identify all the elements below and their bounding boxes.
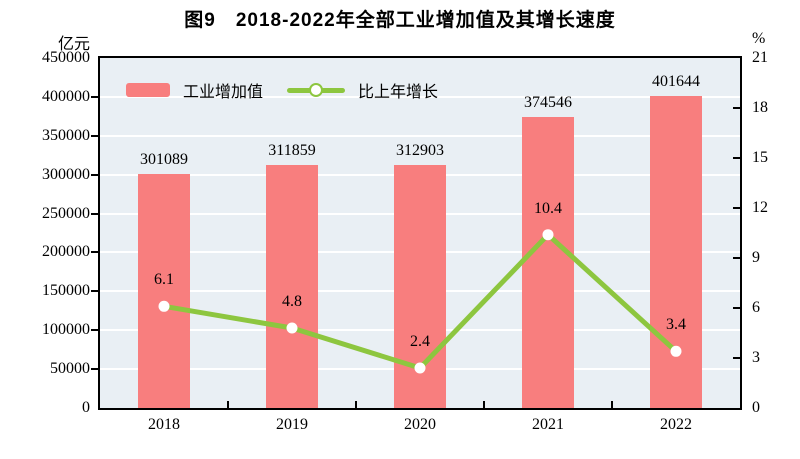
left-axis-unit: 亿元 [57,36,90,53]
left-axis-tick [91,368,98,371]
legend-line-marker-icon [287,83,346,97]
bar-2019 [266,165,318,408]
left-axis-tick [91,134,98,137]
bar-value-label-2018: 301089 [140,150,188,168]
left-axis-label: 250000 [42,204,90,222]
x-axis-tick [483,401,485,408]
right-axis-label: 12 [752,199,768,216]
x-axis-label-2020: 2020 [404,416,436,433]
left-axis-label: 150000 [42,282,90,300]
line-value-label-2019: 4.8 [282,293,302,310]
bar-2020 [394,164,446,408]
right-axis-tick [733,107,740,109]
x-axis-tick [227,401,229,408]
x-axis-label-2021: 2021 [532,416,564,433]
line-value-label-2022: 3.4 [666,316,686,334]
right-axis-label: 18 [752,99,768,116]
left-axis-label: 400000 [42,87,90,105]
x-axis-label-2022: 2022 [660,416,692,433]
line-value-label-2018: 6.1 [154,271,174,289]
left-axis-label: 350000 [42,126,90,144]
x-axis-label-2018: 2018 [148,416,180,433]
left-axis-label: 50000 [50,360,90,378]
bar-2018 [138,173,190,408]
left-axis-tick [91,173,98,176]
right-axis-label: 0 [752,399,760,416]
right-axis-tick [733,307,740,309]
right-axis-label: 3 [752,349,760,366]
bar-value-label-2021: 374546 [524,93,572,111]
left-axis-tick [91,95,98,98]
left-axis-tick [91,329,98,332]
line-value-label-2020: 2.4 [410,333,430,350]
left-axis-label: 450000 [42,49,90,66]
x-axis-tick [611,401,613,408]
right-axis-tick [733,207,740,209]
left-axis-label: 300000 [42,165,90,183]
legend: 工业增加值 比上年增长 [126,78,438,102]
legend-bar-label: 工业增加值 [183,84,264,101]
bar-2021 [522,116,574,408]
bar-value-label-2022: 401644 [652,72,700,90]
left-axis-tick [91,290,98,293]
right-axis-tick [733,257,740,259]
gridline [100,134,740,137]
left-axis-tick [91,251,98,254]
left-axis-tick [91,212,98,215]
right-axis-unit: % [752,30,766,47]
left-axis-label: 0 [82,399,90,416]
gridline [100,95,740,98]
bar-value-label-2020: 312903 [396,141,444,159]
bar-2022 [650,95,702,408]
right-axis-label: 15 [752,149,768,166]
legend-bar-swatch-icon [126,83,170,97]
right-axis-tick [733,357,740,359]
chart-title: 图9 2018-2022年全部工业增加值及其增长速度 [184,10,616,31]
right-axis-label: 21 [752,49,768,66]
x-axis-label-2019: 2019 [276,416,308,433]
bar-value-label-2019: 311859 [268,142,316,160]
plot-area: 工业增加值 比上年增长 301089 311859 312903 374546 4016… [98,56,742,410]
right-axis-label: 6 [752,299,760,316]
right-axis-tick [733,157,740,159]
line-value-label-2021: 10.4 [534,199,562,217]
legend-line-dot-icon [309,83,324,97]
right-axis-label: 9 [752,249,760,266]
left-axis-label: 100000 [42,321,90,339]
x-axis-tick [355,401,357,408]
legend-line-label: 比上年增长 [358,84,439,101]
left-axis-label: 200000 [42,243,90,261]
